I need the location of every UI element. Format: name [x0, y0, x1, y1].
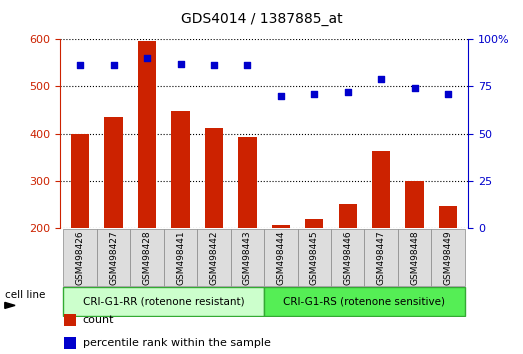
- Point: [143, 55, 151, 61]
- Text: GSM498443: GSM498443: [243, 230, 252, 285]
- Bar: [372, 151, 390, 228]
- Point: [377, 76, 385, 81]
- Text: GSM498426: GSM498426: [76, 230, 85, 285]
- Text: GDS4014 / 1387885_at: GDS4014 / 1387885_at: [180, 12, 343, 27]
- FancyBboxPatch shape: [164, 229, 197, 286]
- Text: count: count: [83, 315, 114, 325]
- Point: [444, 91, 452, 97]
- Point: [277, 93, 285, 98]
- Bar: [64, 314, 76, 326]
- Bar: [64, 337, 76, 349]
- FancyBboxPatch shape: [63, 229, 97, 286]
- Point: [243, 63, 252, 68]
- FancyBboxPatch shape: [231, 229, 264, 286]
- Text: GSM498449: GSM498449: [444, 230, 452, 285]
- Bar: [338, 204, 357, 228]
- Text: percentile rank within the sample: percentile rank within the sample: [83, 338, 270, 348]
- Bar: [172, 112, 190, 228]
- FancyBboxPatch shape: [365, 229, 398, 286]
- Text: GSM498441: GSM498441: [176, 230, 185, 285]
- Bar: [238, 137, 257, 228]
- Point: [411, 85, 419, 91]
- FancyBboxPatch shape: [197, 229, 231, 286]
- Bar: [105, 117, 123, 228]
- Text: GSM498444: GSM498444: [276, 230, 286, 285]
- Bar: [205, 128, 223, 228]
- Text: GSM498427: GSM498427: [109, 230, 118, 285]
- Point: [109, 63, 118, 68]
- Bar: [405, 181, 424, 228]
- Point: [310, 91, 319, 97]
- FancyBboxPatch shape: [264, 287, 465, 316]
- Text: GSM498446: GSM498446: [343, 230, 352, 285]
- Text: CRI-G1-RS (rotenone sensitive): CRI-G1-RS (rotenone sensitive): [283, 297, 446, 307]
- Bar: [138, 41, 156, 228]
- Bar: [439, 206, 457, 228]
- FancyBboxPatch shape: [398, 229, 431, 286]
- Text: GSM498428: GSM498428: [143, 230, 152, 285]
- Text: GSM498442: GSM498442: [209, 230, 219, 285]
- FancyBboxPatch shape: [130, 229, 164, 286]
- Text: GSM498445: GSM498445: [310, 230, 319, 285]
- Text: GSM498447: GSM498447: [377, 230, 385, 285]
- Bar: [71, 133, 89, 228]
- Point: [176, 61, 185, 67]
- Point: [210, 63, 218, 68]
- Point: [344, 89, 352, 95]
- FancyBboxPatch shape: [63, 287, 264, 316]
- FancyBboxPatch shape: [431, 229, 465, 286]
- FancyBboxPatch shape: [97, 229, 130, 286]
- Bar: [271, 224, 290, 228]
- Text: CRI-G1-RR (rotenone resistant): CRI-G1-RR (rotenone resistant): [83, 297, 245, 307]
- Text: cell line: cell line: [5, 290, 45, 300]
- Polygon shape: [5, 302, 15, 308]
- FancyBboxPatch shape: [298, 229, 331, 286]
- Point: [76, 63, 84, 68]
- FancyBboxPatch shape: [331, 229, 365, 286]
- Bar: [305, 219, 323, 228]
- Text: GSM498448: GSM498448: [410, 230, 419, 285]
- FancyBboxPatch shape: [264, 229, 298, 286]
